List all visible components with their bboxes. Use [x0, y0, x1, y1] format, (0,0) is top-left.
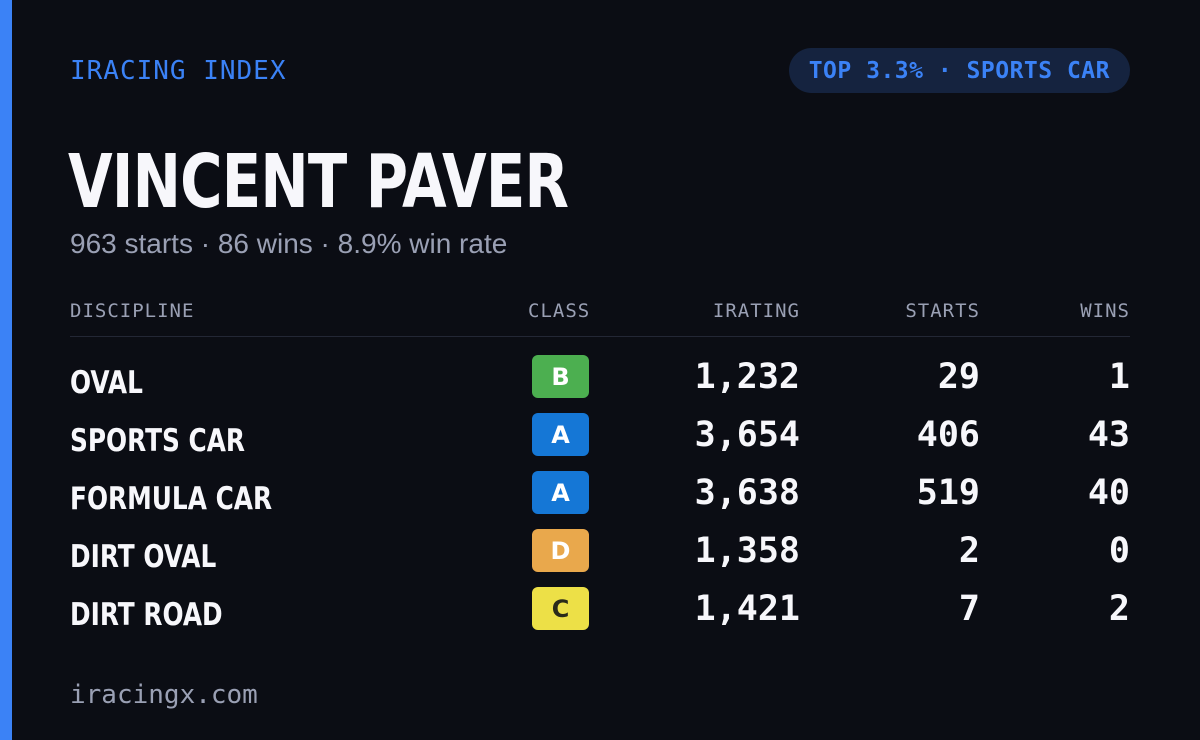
wins-value: 43: [1087, 415, 1130, 455]
discipline-name: DIRT OVAL: [70, 539, 217, 575]
license-class-badge: B: [532, 355, 589, 398]
discipline-name: OVAL: [70, 365, 143, 401]
table-row: SPORTS CAR A 3,654 406 43: [70, 411, 1130, 469]
starts-value: 519: [916, 473, 980, 513]
irating-value: 1,358: [694, 531, 800, 571]
starts-value: 29: [937, 357, 980, 397]
header-starts: STARTS: [905, 300, 980, 322]
irating-value: 3,654: [694, 415, 800, 455]
table-row: DIRT ROAD C 1,421 7 2: [70, 585, 1130, 643]
starts-value: 406: [916, 415, 980, 455]
table-row: FORMULA CAR A 3,638 519 40: [70, 469, 1130, 527]
table-row: OVAL B 1,232 29 1: [70, 353, 1130, 411]
rank-badge: TOP 3.3% · SPORTS CAR: [788, 48, 1130, 93]
driver-name: VINCENT PAVER: [68, 139, 569, 225]
wins-value: 40: [1087, 473, 1130, 513]
irating-value: 1,421: [694, 589, 800, 629]
discipline-name: FORMULA CAR: [70, 481, 273, 517]
irating-value: 1,232: [694, 357, 800, 397]
starts-value: 7: [958, 589, 980, 629]
irating-value: 3,638: [694, 473, 800, 513]
footer-site: iracingx.com: [70, 680, 258, 710]
wins-value: 1: [1108, 357, 1130, 397]
rank-badge-label: TOP 3.3% · SPORTS CAR: [808, 57, 1110, 84]
header-wins: WINS: [1080, 300, 1130, 322]
driver-summary: 963 starts · 86 wins · 8.9% win rate: [70, 228, 508, 259]
table-row: DIRT OVAL D 1,358 2 0: [70, 527, 1130, 585]
header-class: CLASS: [528, 300, 591, 322]
starts-value: 2: [958, 531, 980, 571]
brand-title: IRACING INDEX: [70, 56, 287, 86]
accent-bar: [0, 0, 12, 740]
wins-value: 0: [1108, 531, 1130, 571]
table-header: DISCIPLINE CLASS IRATING STARTS WINS: [70, 296, 1130, 337]
discipline-name: SPORTS CAR: [70, 423, 246, 459]
header-irating: IRATING: [712, 300, 800, 322]
header-discipline: DISCIPLINE: [70, 300, 195, 322]
license-class-badge: A: [532, 471, 589, 514]
license-class-badge: D: [532, 529, 589, 572]
discipline-name: DIRT ROAD: [70, 597, 223, 633]
wins-value: 2: [1108, 589, 1130, 629]
discipline-table: DISCIPLINE CLASS IRATING STARTS WINS OVA…: [70, 296, 1130, 643]
table-body: OVAL B 1,232 29 1 SPORTS CAR A 3,654 406 43 FORMUL…: [70, 353, 1130, 643]
license-class-badge: A: [532, 413, 589, 456]
license-class-badge: C: [532, 587, 589, 630]
